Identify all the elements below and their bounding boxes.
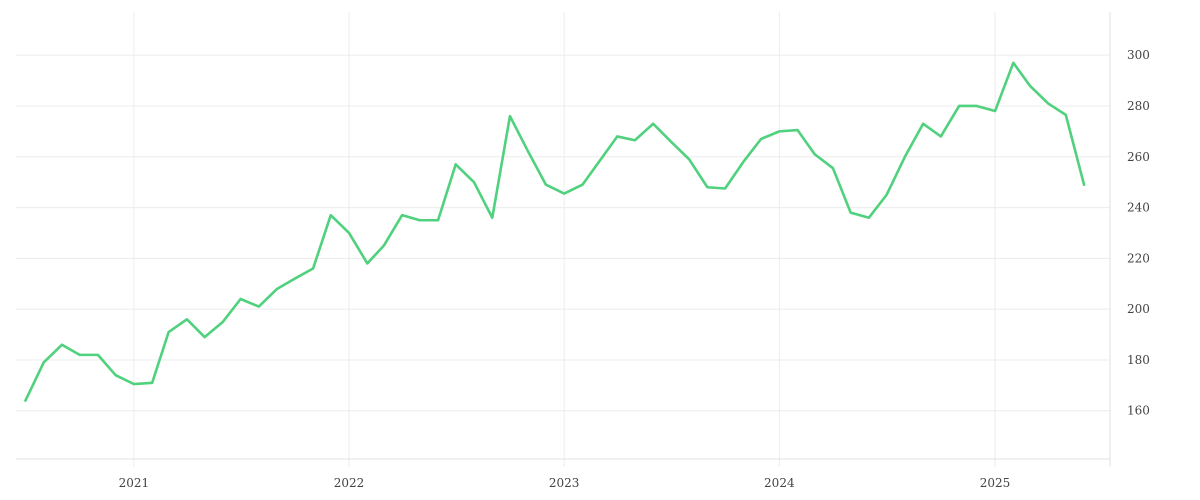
y-axis-tick-labels: 160 180 200 220 240 260 280 300	[1127, 48, 1150, 418]
x-tick-label-2022: 2022	[334, 476, 365, 490]
x-tick-label-2021: 2021	[119, 476, 150, 490]
horizontal-gridlines	[16, 54, 1110, 412]
series-layer	[24, 61, 1086, 402]
x-tick-label-2025: 2025	[980, 476, 1011, 490]
y-tick-label-240: 240	[1127, 201, 1150, 215]
y-tick-label-260: 260	[1127, 150, 1150, 164]
vertical-gridlines	[133, 12, 996, 467]
y-tick-label-220: 220	[1127, 251, 1150, 265]
series-line-1	[24, 61, 1086, 402]
x-axis-tick-labels: 2021 2022 2023 2024 2025	[119, 476, 1011, 490]
y-tick-label-300: 300	[1127, 48, 1150, 62]
x-tick-label-2024: 2024	[764, 476, 795, 490]
y-tick-label-280: 280	[1127, 99, 1150, 113]
y-tick-label-160: 160	[1127, 404, 1150, 418]
x-tick-label-2023: 2023	[549, 476, 580, 490]
y-tick-label-180: 180	[1127, 353, 1150, 367]
y-tick-label-200: 200	[1127, 302, 1150, 316]
